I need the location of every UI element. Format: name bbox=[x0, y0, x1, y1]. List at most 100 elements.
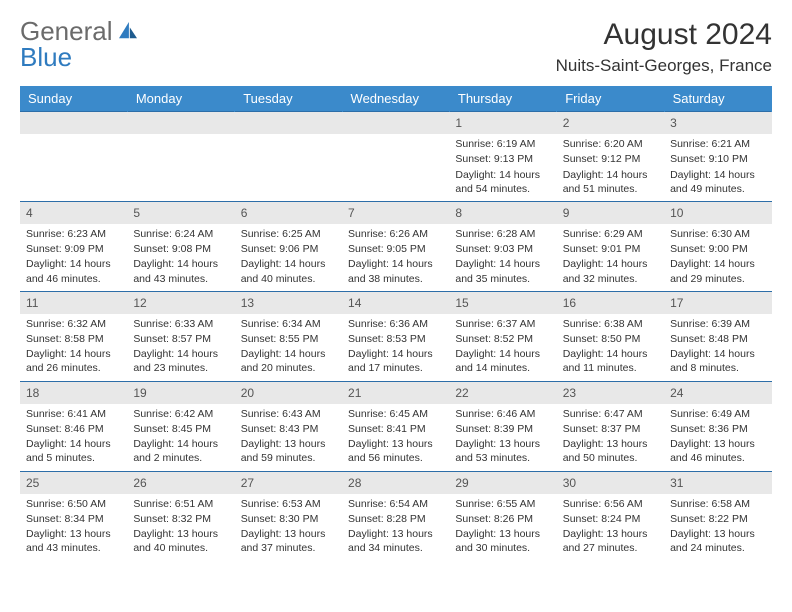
day-body: Sunrise: 6:51 AMSunset: 8:32 PMDaylight:… bbox=[127, 494, 234, 561]
sunset-text: Sunset: 8:22 PM bbox=[670, 512, 765, 526]
sunset-text: Sunset: 8:39 PM bbox=[455, 422, 550, 436]
calendar-week-row: 1Sunrise: 6:19 AMSunset: 9:13 PMDaylight… bbox=[20, 112, 772, 202]
calendar-day-cell: 29Sunrise: 6:55 AMSunset: 8:26 PMDayligh… bbox=[449, 471, 556, 560]
calendar-day-cell: 8Sunrise: 6:28 AMSunset: 9:03 PMDaylight… bbox=[449, 201, 556, 291]
logo: GeneralBlue bbox=[20, 18, 139, 70]
calendar-day-cell: 4Sunrise: 6:23 AMSunset: 9:09 PMDaylight… bbox=[20, 201, 127, 291]
day-number: 23 bbox=[557, 382, 664, 404]
day-number: 26 bbox=[127, 472, 234, 494]
day-body: Sunrise: 6:46 AMSunset: 8:39 PMDaylight:… bbox=[449, 404, 556, 471]
sunset-text: Sunset: 8:30 PM bbox=[241, 512, 336, 526]
daylight-text: Daylight: 14 hours and 38 minutes. bbox=[348, 257, 443, 285]
day-number: 19 bbox=[127, 382, 234, 404]
sunrise-text: Sunrise: 6:29 AM bbox=[563, 227, 658, 241]
sunrise-text: Sunrise: 6:34 AM bbox=[241, 317, 336, 331]
calendar-day-cell: 14Sunrise: 6:36 AMSunset: 8:53 PMDayligh… bbox=[342, 291, 449, 381]
sunrise-text: Sunrise: 6:39 AM bbox=[670, 317, 765, 331]
sail-icon bbox=[117, 18, 139, 44]
sunrise-text: Sunrise: 6:32 AM bbox=[26, 317, 121, 331]
day-number: 12 bbox=[127, 292, 234, 314]
sunset-text: Sunset: 9:00 PM bbox=[670, 242, 765, 256]
sunset-text: Sunset: 8:34 PM bbox=[26, 512, 121, 526]
calendar-day-cell: 31Sunrise: 6:58 AMSunset: 8:22 PMDayligh… bbox=[664, 471, 771, 560]
day-number: 15 bbox=[449, 292, 556, 314]
calendar-week-row: 25Sunrise: 6:50 AMSunset: 8:34 PMDayligh… bbox=[20, 471, 772, 560]
day-body: Sunrise: 6:50 AMSunset: 8:34 PMDaylight:… bbox=[20, 494, 127, 561]
sunset-text: Sunset: 8:57 PM bbox=[133, 332, 228, 346]
location-text: Nuits-Saint-Georges, France bbox=[556, 56, 772, 76]
day-number: 18 bbox=[20, 382, 127, 404]
daylight-text: Daylight: 13 hours and 53 minutes. bbox=[455, 437, 550, 465]
sunrise-text: Sunrise: 6:55 AM bbox=[455, 497, 550, 511]
day-number: 16 bbox=[557, 292, 664, 314]
day-body: Sunrise: 6:39 AMSunset: 8:48 PMDaylight:… bbox=[664, 314, 771, 381]
sunset-text: Sunset: 8:37 PM bbox=[563, 422, 658, 436]
daylight-text: Daylight: 13 hours and 34 minutes. bbox=[348, 527, 443, 555]
sunset-text: Sunset: 9:05 PM bbox=[348, 242, 443, 256]
day-number: 7 bbox=[342, 202, 449, 224]
day-body: Sunrise: 6:20 AMSunset: 9:12 PMDaylight:… bbox=[557, 134, 664, 201]
day-body: Sunrise: 6:41 AMSunset: 8:46 PMDaylight:… bbox=[20, 404, 127, 471]
daylight-text: Daylight: 14 hours and 11 minutes. bbox=[563, 347, 658, 375]
day-number: 27 bbox=[235, 472, 342, 494]
daylight-text: Daylight: 14 hours and 14 minutes. bbox=[455, 347, 550, 375]
day-body: Sunrise: 6:58 AMSunset: 8:22 PMDaylight:… bbox=[664, 494, 771, 561]
daylight-text: Daylight: 14 hours and 20 minutes. bbox=[241, 347, 336, 375]
day-body: Sunrise: 6:19 AMSunset: 9:13 PMDaylight:… bbox=[449, 134, 556, 201]
day-number: 14 bbox=[342, 292, 449, 314]
sunset-text: Sunset: 8:43 PM bbox=[241, 422, 336, 436]
sunrise-text: Sunrise: 6:19 AM bbox=[455, 137, 550, 151]
calendar-day-cell: 26Sunrise: 6:51 AMSunset: 8:32 PMDayligh… bbox=[127, 471, 234, 560]
sunrise-text: Sunrise: 6:21 AM bbox=[670, 137, 765, 151]
daylight-text: Daylight: 14 hours and 23 minutes. bbox=[133, 347, 228, 375]
calendar-day-cell: 12Sunrise: 6:33 AMSunset: 8:57 PMDayligh… bbox=[127, 291, 234, 381]
daylight-text: Daylight: 14 hours and 8 minutes. bbox=[670, 347, 765, 375]
daylight-text: Daylight: 13 hours and 24 minutes. bbox=[670, 527, 765, 555]
weekday-header: Tuesday bbox=[235, 86, 342, 112]
sunrise-text: Sunrise: 6:43 AM bbox=[241, 407, 336, 421]
daylight-text: Daylight: 13 hours and 43 minutes. bbox=[26, 527, 121, 555]
daylight-text: Daylight: 14 hours and 46 minutes. bbox=[26, 257, 121, 285]
daylight-text: Daylight: 14 hours and 26 minutes. bbox=[26, 347, 121, 375]
sunset-text: Sunset: 9:06 PM bbox=[241, 242, 336, 256]
calendar-day-cell: 21Sunrise: 6:45 AMSunset: 8:41 PMDayligh… bbox=[342, 381, 449, 471]
sunrise-text: Sunrise: 6:26 AM bbox=[348, 227, 443, 241]
day-number: 9 bbox=[557, 202, 664, 224]
daylight-text: Daylight: 13 hours and 46 minutes. bbox=[670, 437, 765, 465]
weekday-header: Saturday bbox=[664, 86, 771, 112]
calendar-day-cell: 5Sunrise: 6:24 AMSunset: 9:08 PMDaylight… bbox=[127, 201, 234, 291]
daylight-text: Daylight: 13 hours and 37 minutes. bbox=[241, 527, 336, 555]
sunrise-text: Sunrise: 6:47 AM bbox=[563, 407, 658, 421]
day-number: 22 bbox=[449, 382, 556, 404]
day-body: Sunrise: 6:43 AMSunset: 8:43 PMDaylight:… bbox=[235, 404, 342, 471]
daylight-text: Daylight: 14 hours and 49 minutes. bbox=[670, 168, 765, 196]
calendar-day-cell: 16Sunrise: 6:38 AMSunset: 8:50 PMDayligh… bbox=[557, 291, 664, 381]
calendar-day-cell: 30Sunrise: 6:56 AMSunset: 8:24 PMDayligh… bbox=[557, 471, 664, 560]
sunset-text: Sunset: 9:01 PM bbox=[563, 242, 658, 256]
day-body: Sunrise: 6:30 AMSunset: 9:00 PMDaylight:… bbox=[664, 224, 771, 291]
sunset-text: Sunset: 9:13 PM bbox=[455, 152, 550, 166]
day-number: 17 bbox=[664, 292, 771, 314]
sunset-text: Sunset: 9:12 PM bbox=[563, 152, 658, 166]
calendar-day-cell: 18Sunrise: 6:41 AMSunset: 8:46 PMDayligh… bbox=[20, 381, 127, 471]
day-number: 4 bbox=[20, 202, 127, 224]
sunrise-text: Sunrise: 6:54 AM bbox=[348, 497, 443, 511]
day-number: 10 bbox=[664, 202, 771, 224]
day-body: Sunrise: 6:33 AMSunset: 8:57 PMDaylight:… bbox=[127, 314, 234, 381]
day-number: 8 bbox=[449, 202, 556, 224]
weekday-header: Thursday bbox=[449, 86, 556, 112]
sunrise-text: Sunrise: 6:28 AM bbox=[455, 227, 550, 241]
sunset-text: Sunset: 8:26 PM bbox=[455, 512, 550, 526]
sunrise-text: Sunrise: 6:37 AM bbox=[455, 317, 550, 331]
day-body: Sunrise: 6:24 AMSunset: 9:08 PMDaylight:… bbox=[127, 224, 234, 291]
day-body: Sunrise: 6:38 AMSunset: 8:50 PMDaylight:… bbox=[557, 314, 664, 381]
daylight-text: Daylight: 13 hours and 30 minutes. bbox=[455, 527, 550, 555]
day-body: Sunrise: 6:37 AMSunset: 8:52 PMDaylight:… bbox=[449, 314, 556, 381]
calendar-day-cell bbox=[127, 112, 234, 202]
daylight-text: Daylight: 14 hours and 29 minutes. bbox=[670, 257, 765, 285]
daylight-text: Daylight: 13 hours and 59 minutes. bbox=[241, 437, 336, 465]
calendar-day-cell: 11Sunrise: 6:32 AMSunset: 8:58 PMDayligh… bbox=[20, 291, 127, 381]
calendar-body: 1Sunrise: 6:19 AMSunset: 9:13 PMDaylight… bbox=[20, 112, 772, 561]
day-body: Sunrise: 6:21 AMSunset: 9:10 PMDaylight:… bbox=[664, 134, 771, 201]
weekday-header: Friday bbox=[557, 86, 664, 112]
